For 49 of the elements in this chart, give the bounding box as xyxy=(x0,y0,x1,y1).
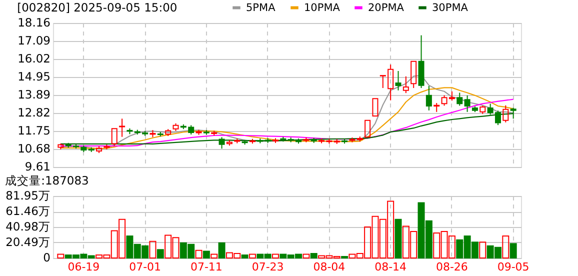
legend-label: 10PMA xyxy=(304,2,341,14)
bar xyxy=(57,254,64,258)
candlestick xyxy=(372,98,378,116)
y-tick-label: 61.46万 xyxy=(6,204,50,218)
chart-title: 成交量:187083 xyxy=(5,174,89,188)
y-tick-label: 11.75 xyxy=(18,123,50,138)
legend-label: 20PMA xyxy=(368,2,405,14)
legend-label: 30PMA xyxy=(432,2,469,14)
candlestick xyxy=(119,118,126,138)
y-tick-label: 16.02 xyxy=(18,52,50,66)
x-tick-label: 08-14 xyxy=(374,260,407,274)
y-tick-label: 81.95万 xyxy=(6,188,50,202)
bar xyxy=(149,240,156,258)
y-tick-label: 20.49万 xyxy=(6,235,50,249)
bar xyxy=(218,242,226,258)
y-tick-label: 14.95 xyxy=(18,70,50,84)
candlestick xyxy=(395,70,402,91)
bar xyxy=(302,254,310,258)
bar xyxy=(202,250,210,258)
legend-label: 5PMA xyxy=(246,2,276,14)
y-tick-label: 9.61 xyxy=(24,160,50,174)
y-tick-label: 17.09 xyxy=(18,34,50,48)
x-tick-label: 07-23 xyxy=(252,260,284,274)
bar xyxy=(195,250,202,258)
y-tick-label: 12.82 xyxy=(18,105,50,120)
chart-title: [002820] 2025-09-05 15:00 xyxy=(17,0,178,14)
line-series xyxy=(60,98,514,146)
x-tick-label: 06-19 xyxy=(68,260,100,274)
bar xyxy=(479,242,486,258)
bar xyxy=(310,252,318,258)
y-tick-label: 0 xyxy=(43,250,50,264)
bar xyxy=(502,236,510,258)
y-tick-label: 40.98万 xyxy=(6,219,50,234)
y-tick-label: 13.89 xyxy=(18,87,50,102)
y-tick-label: 10.68 xyxy=(18,141,50,156)
bar xyxy=(510,243,517,258)
bar xyxy=(210,254,218,258)
bar xyxy=(394,218,402,258)
y-tick-label: 18.16 xyxy=(18,16,50,30)
candlestick xyxy=(364,120,371,138)
bar xyxy=(248,254,256,258)
bar xyxy=(156,249,164,258)
bar xyxy=(241,254,248,258)
x-tick-label: 09-05 xyxy=(497,260,530,274)
x-tick-label: 08-04 xyxy=(313,260,346,274)
x-tick-label: 08-26 xyxy=(436,260,468,274)
x-tick-label: 07-01 xyxy=(129,260,162,274)
x-tick-label: 07-11 xyxy=(190,260,222,274)
bar xyxy=(272,254,279,258)
